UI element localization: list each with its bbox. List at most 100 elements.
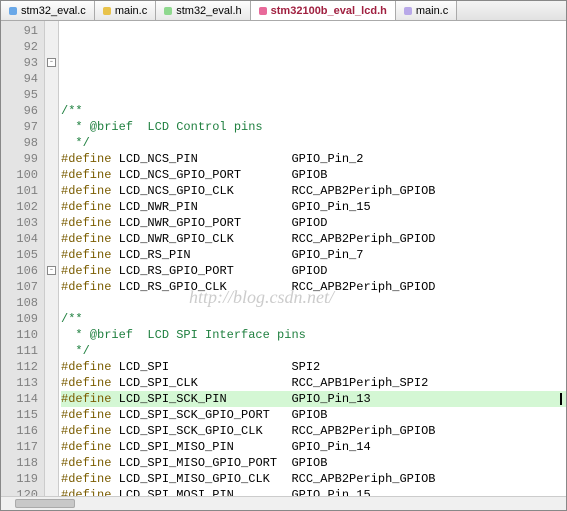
comment-text: */	[61, 344, 90, 358]
fold-toggle-icon[interactable]: -	[47, 266, 56, 275]
fold-cell	[45, 199, 58, 215]
line-number: 109	[1, 311, 38, 327]
code-line[interactable]: #define LCD_SPI_MISO_GPIO_PORT GPIOB	[61, 455, 566, 471]
preprocessor-keyword: #define	[61, 168, 111, 182]
code-text: LCD_SPI_CLK RCC_APB1Periph_SPI2	[111, 376, 428, 390]
line-number: 92	[1, 39, 38, 55]
file-icon	[103, 7, 111, 15]
line-number: 99	[1, 151, 38, 167]
fold-column: --	[45, 21, 59, 510]
fold-cell	[45, 231, 58, 247]
fold-cell	[45, 343, 58, 359]
code-line[interactable]: #define LCD_SPI_SCK_PIN GPIO_Pin_13	[61, 391, 566, 407]
code-line[interactable]: * @brief LCD SPI Interface pins	[61, 327, 566, 343]
code-text: LCD_NCS_PIN GPIO_Pin_2	[111, 152, 363, 166]
code-line[interactable]: #define LCD_RS_PIN GPIO_Pin_7	[61, 247, 566, 263]
fold-cell	[45, 359, 58, 375]
code-text: LCD_SPI_MISO_GPIO_PORT GPIOB	[111, 456, 327, 470]
fold-cell	[45, 247, 58, 263]
line-number: 102	[1, 199, 38, 215]
code-text: LCD_SPI_SCK_PIN GPIO_Pin_13	[111, 392, 370, 406]
code-line[interactable]	[61, 87, 566, 103]
line-number: 103	[1, 215, 38, 231]
code-text: LCD_SPI SPI2	[111, 360, 320, 374]
scrollbar-thumb[interactable]	[15, 499, 75, 508]
code-text: LCD_NCS_GPIO_CLK RCC_APB2Periph_GPIOB	[111, 184, 435, 198]
code-line[interactable]: * @brief LCD Control pins	[61, 119, 566, 135]
line-number: 100	[1, 167, 38, 183]
tab-0[interactable]: stm32_eval.c	[1, 1, 95, 20]
code-line[interactable]: */	[61, 343, 566, 359]
line-number: 94	[1, 71, 38, 87]
preprocessor-keyword: #define	[61, 408, 111, 422]
preprocessor-keyword: #define	[61, 472, 111, 486]
preprocessor-keyword: #define	[61, 376, 111, 390]
code-line[interactable]: /**	[61, 311, 566, 327]
fold-cell	[45, 39, 58, 55]
line-number: 95	[1, 87, 38, 103]
fold-cell	[45, 279, 58, 295]
fold-cell	[45, 423, 58, 439]
code-line[interactable]: #define LCD_RS_GPIO_CLK RCC_APB2Periph_G…	[61, 279, 566, 295]
tab-label: main.c	[115, 5, 147, 17]
code-line[interactable]: #define LCD_SPI_MISO_GPIO_CLK RCC_APB2Pe…	[61, 471, 566, 487]
fold-cell	[45, 471, 58, 487]
line-number: 119	[1, 471, 38, 487]
code-line[interactable]	[61, 295, 566, 311]
tab-4[interactable]: main.c	[396, 1, 457, 20]
code-line[interactable]: /**	[61, 103, 566, 119]
preprocessor-keyword: #define	[61, 216, 111, 230]
comment-text: * @brief LCD Control pins	[61, 120, 263, 134]
line-number: 91	[1, 23, 38, 39]
fold-cell[interactable]: -	[45, 263, 58, 279]
fold-cell	[45, 215, 58, 231]
code-area[interactable]: http://blog.csdn.net/ /** * @brief LCD C…	[59, 21, 566, 510]
fold-cell	[45, 135, 58, 151]
file-icon	[164, 7, 172, 15]
fold-cell	[45, 375, 58, 391]
code-text: LCD_RS_GPIO_CLK RCC_APB2Periph_GPIOD	[111, 280, 435, 294]
fold-cell[interactable]: -	[45, 55, 58, 71]
line-number: 110	[1, 327, 38, 343]
preprocessor-keyword: #define	[61, 184, 111, 198]
tab-label: main.c	[416, 5, 448, 17]
fold-cell	[45, 391, 58, 407]
tab-1[interactable]: main.c	[95, 1, 156, 20]
code-line[interactable]: #define LCD_SPI_SCK_GPIO_PORT GPIOB	[61, 407, 566, 423]
code-text: LCD_NCS_GPIO_PORT GPIOB	[111, 168, 327, 182]
line-number: 118	[1, 455, 38, 471]
code-line[interactable]	[61, 71, 566, 87]
horizontal-scrollbar[interactable]	[1, 496, 566, 510]
code-line[interactable]: #define LCD_RS_GPIO_PORT GPIOD	[61, 263, 566, 279]
tab-label: stm32_eval.c	[21, 5, 86, 17]
fold-cell	[45, 439, 58, 455]
fold-cell	[45, 151, 58, 167]
code-line[interactable]: #define LCD_NCS_PIN GPIO_Pin_2	[61, 151, 566, 167]
code-line[interactable]: #define LCD_SPI_SCK_GPIO_CLK RCC_APB2Per…	[61, 423, 566, 439]
code-line[interactable]: #define LCD_NWR_GPIO_PORT GPIOD	[61, 215, 566, 231]
comment-text: /**	[61, 312, 83, 326]
code-text: LCD_SPI_SCK_GPIO_PORT GPIOB	[111, 408, 327, 422]
code-line[interactable]: */	[61, 135, 566, 151]
tab-2[interactable]: stm32_eval.h	[156, 1, 250, 20]
code-line[interactable]: #define LCD_SPI_MISO_PIN GPIO_Pin_14	[61, 439, 566, 455]
line-number-gutter: 9192939495969798991001011021031041051061…	[1, 21, 45, 510]
fold-cell	[45, 407, 58, 423]
fold-cell	[45, 311, 58, 327]
code-line[interactable]: #define LCD_NCS_GPIO_CLK RCC_APB2Periph_…	[61, 183, 566, 199]
line-number: 96	[1, 103, 38, 119]
code-line[interactable]: #define LCD_NWR_PIN GPIO_Pin_15	[61, 199, 566, 215]
code-line[interactable]: #define LCD_NWR_GPIO_CLK RCC_APB2Periph_…	[61, 231, 566, 247]
code-line[interactable]: #define LCD_SPI SPI2	[61, 359, 566, 375]
code-text: LCD_NWR_PIN GPIO_Pin_15	[111, 200, 370, 214]
tab-3[interactable]: stm32100b_eval_lcd.h	[251, 1, 396, 20]
editor: 9192939495969798991001011021031041051061…	[1, 21, 566, 510]
code-line[interactable]: #define LCD_NCS_GPIO_PORT GPIOB	[61, 167, 566, 183]
fold-cell	[45, 87, 58, 103]
line-number: 108	[1, 295, 38, 311]
line-number: 97	[1, 119, 38, 135]
fold-toggle-icon[interactable]: -	[47, 58, 56, 67]
code-line[interactable]: #define LCD_SPI_CLK RCC_APB1Periph_SPI2	[61, 375, 566, 391]
tab-bar: stm32_eval.c main.c stm32_eval.hstm32100b_…	[1, 1, 566, 21]
code-text: LCD_RS_GPIO_PORT GPIOD	[111, 264, 327, 278]
